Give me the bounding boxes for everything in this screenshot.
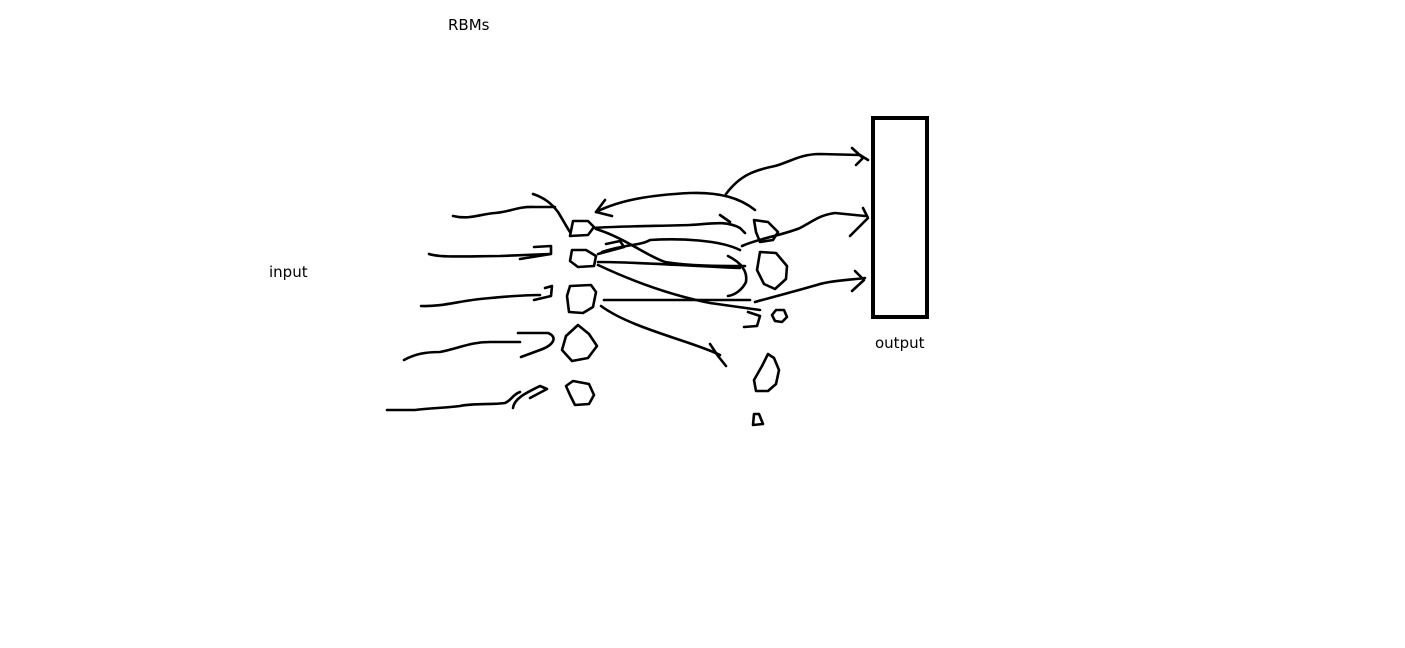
- connection-5: [600, 238, 742, 254]
- output-arrow-2: [740, 211, 867, 248]
- layer-2-nodes: [751, 218, 789, 427]
- input-arrow-2: [427, 252, 552, 258]
- output-box: [871, 116, 929, 319]
- output-arrow-1-head: [850, 146, 865, 167]
- layer-2-node-4: [752, 352, 781, 393]
- input-arrow-3: [419, 293, 542, 308]
- connection-1-head: [718, 213, 732, 224]
- layer-2-node-3: [770, 308, 789, 324]
- input-arrow-5: [385, 390, 522, 412]
- layer-1-node-1: [568, 219, 596, 238]
- input-arrow-3-head: [532, 284, 554, 302]
- input-arrow-1: [451, 205, 557, 219]
- diagram-title-label: RBMs: [448, 16, 490, 34]
- output-arrow-2-head: [848, 206, 870, 238]
- connection-8-head: [708, 342, 728, 368]
- connection-6: [596, 263, 762, 312]
- input-arrow-5-head: [511, 384, 549, 410]
- output-label: output: [875, 334, 925, 352]
- connection-6-head: [742, 310, 762, 329]
- layer-2-node-2: [755, 250, 789, 291]
- layer-1-node-2: [568, 248, 598, 269]
- inter-layer-connections: [591, 191, 762, 368]
- layer-1-node-3: [565, 283, 598, 315]
- connection-1: [591, 221, 747, 235]
- connection-2: [594, 191, 757, 214]
- connection-2-head: [594, 198, 614, 218]
- output-arrow-3: [753, 276, 867, 304]
- output-arrows: [724, 146, 870, 304]
- input-label: input: [269, 263, 308, 281]
- output-arrow-3-head: [850, 269, 866, 293]
- connection-3-head: [726, 254, 748, 298]
- input-arrow-2-head: [518, 244, 553, 261]
- layer-1-node-5: [564, 379, 596, 407]
- output-arrow-1: [724, 152, 870, 196]
- layer-2-node-5: [751, 412, 765, 427]
- layer-1-node-4: [560, 323, 599, 363]
- input-arrow-4-head: [516, 331, 555, 359]
- connection-4: [596, 260, 742, 270]
- input-arrow-1-head: [531, 192, 572, 234]
- input-arrows: [385, 192, 572, 412]
- layer-1-nodes: [560, 219, 599, 407]
- input-arrow-4: [402, 340, 522, 362]
- layer-2-node-1: [752, 218, 780, 244]
- connection-8: [599, 304, 722, 357]
